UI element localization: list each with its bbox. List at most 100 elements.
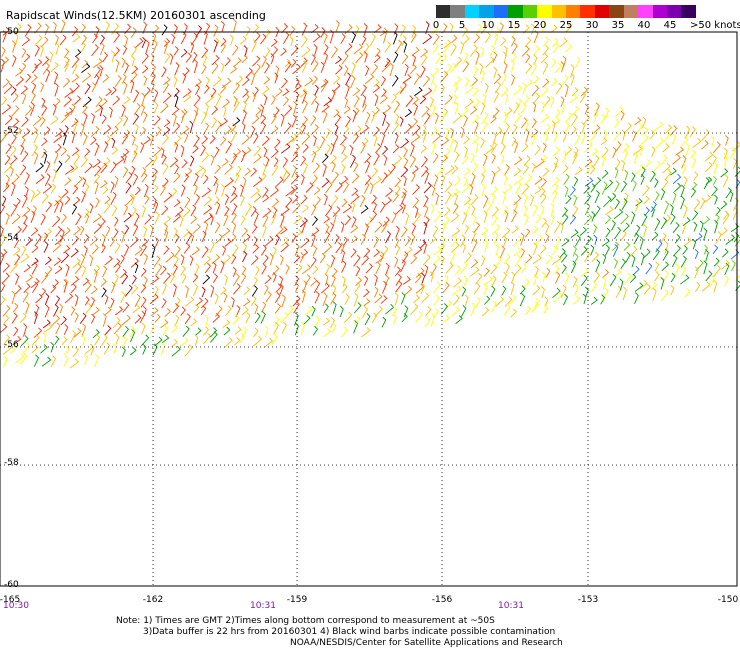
wind-barb: [395, 280, 403, 293]
wind-barb: [311, 150, 317, 163]
wind-barb: [583, 214, 593, 226]
wind-barb: [130, 236, 139, 248]
wind-barb: [320, 282, 330, 294]
wind-barb: [699, 220, 704, 233]
wind-barb: [483, 275, 494, 286]
wind-barb: [95, 197, 100, 209]
wind-barb: [214, 221, 221, 234]
wind-barb: [680, 255, 687, 268]
wind-barb: [312, 265, 319, 275]
wind-barb: [633, 265, 640, 276]
wind-barb: [289, 36, 294, 47]
wind-barb: [173, 122, 181, 134]
wind-barb: [654, 177, 659, 188]
colorbar-swatch-15: [652, 5, 667, 18]
wind-barb: [601, 154, 606, 167]
wind-barb: [23, 323, 28, 337]
wind-barb: [421, 156, 428, 168]
wind-barb: [100, 179, 108, 189]
wind-barb: [130, 193, 135, 206]
wind-barb: [214, 164, 222, 174]
wind-barb: [300, 155, 306, 167]
wind-barb: [39, 45, 44, 57]
wind-barb: [290, 184, 299, 196]
wind-barb: [335, 56, 342, 65]
wind-barb: [525, 63, 533, 74]
wind-barb: [102, 313, 107, 327]
wind-barb: [654, 261, 660, 272]
wind-barb: [409, 143, 415, 157]
wind-barb: [699, 197, 706, 210]
wind-barb: [293, 254, 301, 264]
wind-barb: [371, 167, 379, 178]
wind-barb: [373, 176, 382, 186]
wind-barb: [503, 253, 511, 265]
wind-barb: [14, 253, 21, 266]
wind-barb: [313, 43, 318, 56]
wind-barb: [340, 33, 346, 45]
wind-barb: [311, 75, 319, 86]
wind-barb: [53, 71, 59, 85]
wind-barb: [184, 296, 195, 307]
wind-barb: [271, 95, 276, 105]
wind-barb: [413, 294, 420, 304]
wind-barb: [19, 62, 27, 74]
wind-barb: [203, 255, 212, 266]
wind-barb: [63, 125, 69, 137]
lon-label-156: -156: [431, 595, 453, 605]
wind-barb: [535, 214, 542, 224]
wind-barb: [253, 193, 262, 203]
wind-barb: [190, 204, 197, 217]
wind-barb: [452, 202, 459, 214]
wind-barb: [89, 235, 99, 246]
wind-barb: [604, 214, 612, 225]
wind-barb: [373, 152, 380, 166]
wind-barb: [385, 187, 394, 197]
wind-barb: [81, 41, 86, 53]
wind-barb: [280, 213, 285, 227]
wind-barb: [189, 155, 195, 167]
wind-barb: [450, 43, 457, 57]
wind-barb: [150, 72, 156, 85]
wind-barb: [365, 111, 371, 125]
wind-barb: [381, 88, 387, 98]
wind-barb: [359, 124, 370, 135]
wind-barb: [480, 255, 486, 267]
wind-barb: [311, 305, 316, 317]
wind-barb: [184, 167, 193, 177]
wind-barb: [723, 275, 729, 286]
wind-barb: [63, 323, 69, 335]
wind-barb: [422, 87, 433, 98]
wind-barb: [722, 211, 730, 225]
wind-barb: [539, 187, 546, 198]
wind-barb: [70, 247, 79, 258]
wind-barb: [304, 274, 311, 285]
wind-barb: [171, 187, 178, 197]
wind-barb: [432, 82, 437, 95]
wind-barb: [253, 153, 262, 164]
wind-barb: [639, 279, 648, 290]
wind-barb: [510, 308, 517, 318]
wind-barb: [112, 273, 119, 288]
wind-barb: [412, 197, 420, 208]
wind-barb: [451, 164, 459, 175]
wind-barb: [15, 197, 21, 208]
wind-barb: [180, 265, 186, 276]
wind-barb: [152, 343, 158, 356]
wind-barb: [213, 39, 218, 53]
colorbar-swatch-13: [623, 5, 639, 18]
wind-barb: [81, 34, 87, 45]
wind-barb: [232, 273, 240, 286]
wind-barb: [64, 292, 74, 304]
wind-barb: [540, 204, 545, 216]
wind-barb: [190, 42, 195, 54]
wind-barb: [171, 105, 180, 116]
wind-barb: [590, 281, 597, 294]
wind-barb: [353, 319, 359, 334]
wind-barb: [64, 60, 69, 73]
wind-barb: [241, 122, 246, 134]
wind-barb: [572, 151, 578, 165]
wind-barb: [395, 204, 404, 215]
wind-barb: [382, 216, 390, 227]
wind-barb: [409, 63, 417, 75]
